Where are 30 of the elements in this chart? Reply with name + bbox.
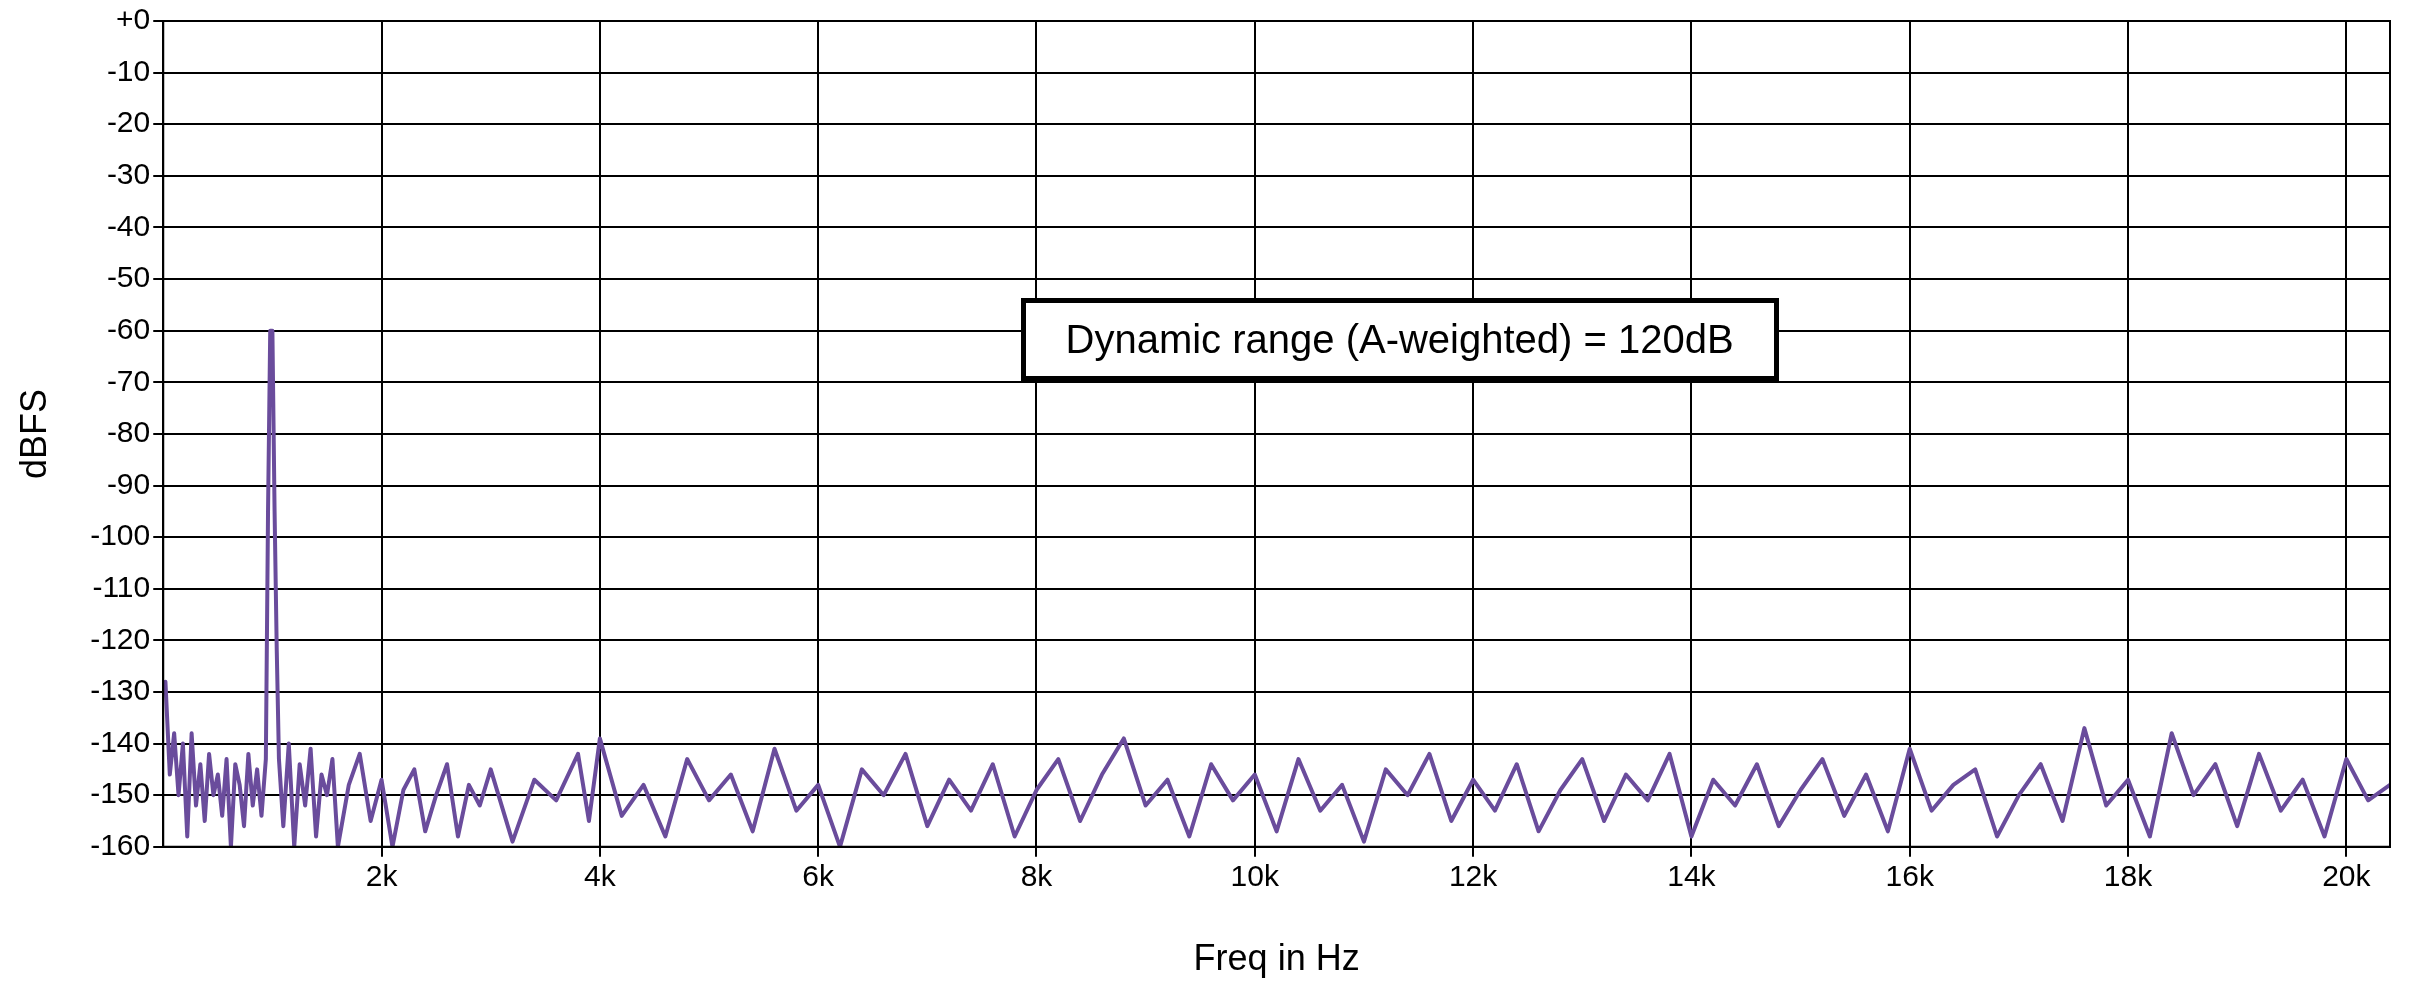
y-tick-label: -120 [90, 621, 151, 655]
y-tick-label: -130 [90, 673, 151, 707]
y-tick-label: -20 [106, 105, 151, 139]
y-tick-label: -140 [90, 724, 151, 758]
y-axis-title: dBFS [12, 388, 54, 479]
y-tick-label: -80 [106, 415, 151, 449]
y-tick-label: +0 [116, 2, 151, 36]
x-tick-label: 4k [584, 859, 617, 893]
y-tick-label: -100 [90, 518, 151, 552]
y-tick-label: -40 [106, 208, 151, 242]
x-tick-label: 16k [1885, 859, 1935, 893]
annotation: Dynamic range (A-weighted) = 120dB [1020, 297, 1779, 381]
x-tick-label: 18k [2103, 859, 2154, 893]
x-tick-label: 2k [365, 859, 399, 893]
y-tick-label: -60 [106, 311, 151, 345]
x-tick-label: 10k [1230, 859, 1280, 893]
x-tick-label: 20k [2322, 859, 2372, 893]
x-tick-label: 6k [802, 859, 836, 893]
x-tick-label: 14k [1667, 859, 1717, 893]
y-tick-label: -50 [106, 260, 151, 294]
y-tick-label: -30 [106, 157, 151, 191]
y-tick-label: -70 [106, 363, 151, 397]
y-tick-label: -90 [106, 466, 151, 500]
x-tick-label: 12k [1448, 859, 1499, 893]
y-tick-label: -160 [90, 828, 151, 862]
y-tick-label: -10 [106, 53, 151, 87]
x-axis-title: Freq in Hz [1193, 937, 1360, 979]
x-tick-label: 8k [1020, 859, 1054, 893]
y-tick-label: -110 [92, 570, 151, 603]
y-tick-label: -150 [90, 776, 151, 810]
